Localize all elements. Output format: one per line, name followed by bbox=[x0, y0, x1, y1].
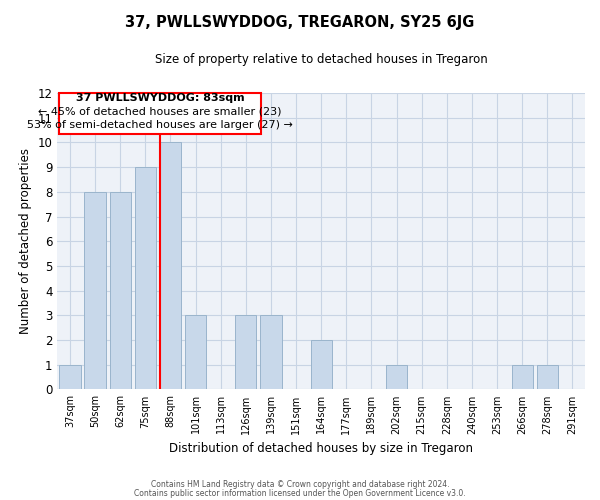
Y-axis label: Number of detached properties: Number of detached properties bbox=[19, 148, 32, 334]
Text: Contains public sector information licensed under the Open Government Licence v3: Contains public sector information licen… bbox=[134, 489, 466, 498]
Bar bbox=[260, 316, 281, 390]
Bar bbox=[59, 364, 80, 390]
Bar bbox=[134, 167, 156, 390]
Bar bbox=[85, 192, 106, 390]
X-axis label: Distribution of detached houses by size in Tregaron: Distribution of detached houses by size … bbox=[169, 442, 473, 455]
Bar bbox=[386, 364, 407, 390]
Text: 37, PWLLSWYDDOG, TREGARON, SY25 6JG: 37, PWLLSWYDDOG, TREGARON, SY25 6JG bbox=[125, 15, 475, 30]
Bar bbox=[235, 316, 256, 390]
Bar bbox=[536, 364, 558, 390]
Bar bbox=[110, 192, 131, 390]
Bar bbox=[311, 340, 332, 390]
Text: 53% of semi-detached houses are larger (27) →: 53% of semi-detached houses are larger (… bbox=[27, 120, 293, 130]
Bar bbox=[512, 364, 533, 390]
FancyBboxPatch shape bbox=[59, 93, 261, 134]
Text: Contains HM Land Registry data © Crown copyright and database right 2024.: Contains HM Land Registry data © Crown c… bbox=[151, 480, 449, 489]
Text: ← 45% of detached houses are smaller (23): ← 45% of detached houses are smaller (23… bbox=[38, 106, 282, 117]
Title: Size of property relative to detached houses in Tregaron: Size of property relative to detached ho… bbox=[155, 52, 488, 66]
Bar bbox=[160, 142, 181, 390]
Text: 37 PWLLSWYDDOG: 83sqm: 37 PWLLSWYDDOG: 83sqm bbox=[76, 94, 244, 104]
Bar bbox=[185, 316, 206, 390]
